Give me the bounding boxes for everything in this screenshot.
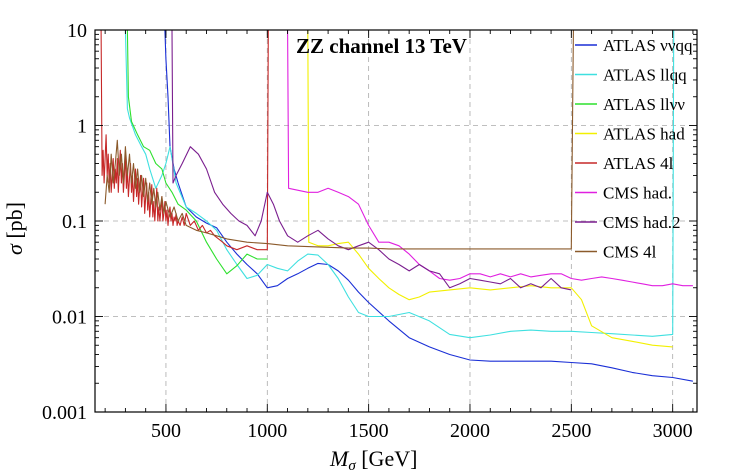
x-tick-label: 2000 [450, 420, 490, 442]
y-tick-label: 0.01 [52, 307, 87, 329]
series-line-4 [307, 30, 673, 348]
chart-title: ZZ channel 13 TeV [296, 34, 467, 58]
legend-label-7: CMS had.2 [603, 213, 680, 232]
y-tick-label: 1 [77, 116, 87, 138]
x-tick-label: 1000 [247, 420, 287, 442]
series-line-2 [124, 30, 675, 339]
x-tick-label: 3000 [653, 420, 693, 442]
legend-label-3: ATLAS llνν [603, 95, 685, 114]
series-line-8 [104, 30, 574, 250]
y-tick-label: 0.1 [62, 211, 87, 233]
x-tick-label: 500 [151, 420, 181, 442]
x-tick-label: 1500 [349, 420, 389, 442]
y-axis-title: σ [pb] [2, 202, 27, 255]
legend-label-5: ATLAS 4l [603, 154, 674, 173]
x-axis-title: Mσ [GeV] [329, 446, 417, 473]
x-tick-label: 2500 [551, 420, 591, 442]
tick-layer: 500 1000 1500 2000 2500 3000 0.001 0.01 0.1 1 10 [42, 20, 697, 442]
legend: ATLAS ννqq ATLAS llqq ATLAS llνν ATLAS had A… [575, 36, 693, 262]
legend-label-6: CMS had. [603, 184, 672, 203]
legend-label-2: ATLAS llqq [603, 66, 687, 85]
series-line-3 [126, 30, 268, 275]
series-line-6 [287, 30, 693, 287]
x-axis-title-unit: [GeV] [356, 446, 418, 471]
y-axis-title-unit: [pb] [2, 202, 27, 244]
series-line-5 [100, 30, 269, 251]
series-layer [100, 30, 693, 382]
x-axis-title-sub: σ [348, 458, 356, 473]
legend-label-4: ATLAS had [603, 125, 685, 144]
legend-label-1: ATLAS ννqq [603, 36, 693, 55]
x-axis-title-main: M [329, 446, 350, 471]
y-axis-title-sym: σ [2, 243, 27, 255]
y-tick-label: 0.001 [42, 402, 87, 424]
y-tick-label: 10 [67, 20, 87, 42]
legend-label-8: CMS 4l [603, 243, 657, 262]
